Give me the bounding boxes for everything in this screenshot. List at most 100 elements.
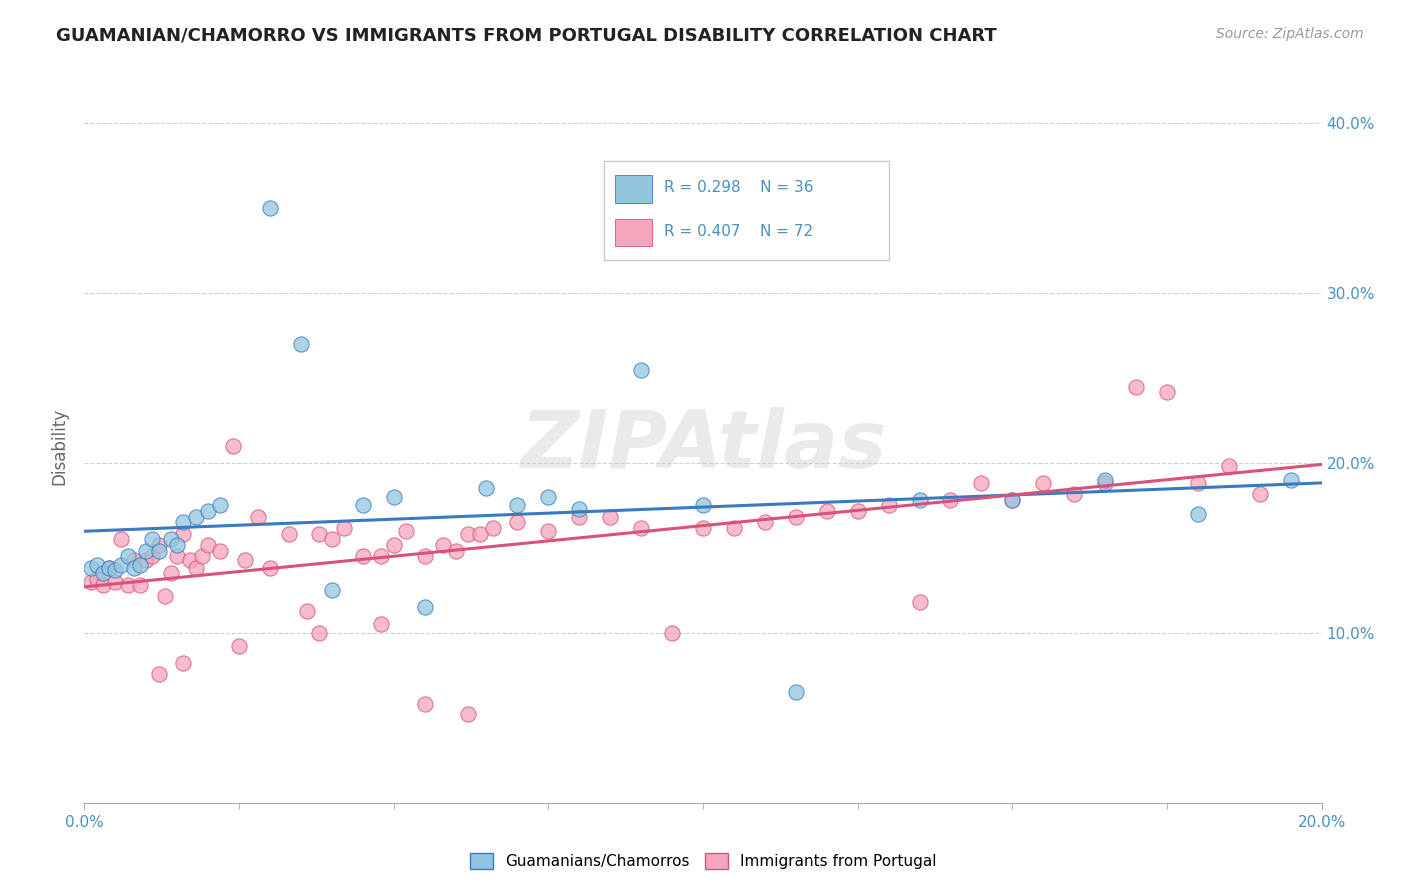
Point: [160, 566, 183, 581]
Point: [1032, 476, 1054, 491]
Point: [79, 561, 101, 575]
Point: [785, 685, 807, 699]
Point: [86, 558, 108, 572]
Point: [908, 595, 931, 609]
Point: [197, 537, 219, 551]
Point: [1279, 473, 1302, 487]
Point: [413, 698, 436, 712]
Point: [184, 561, 207, 575]
Point: [630, 520, 652, 534]
Point: [568, 501, 591, 516]
Point: [259, 201, 281, 215]
Point: [1187, 476, 1209, 491]
Point: [122, 561, 145, 575]
Point: [228, 640, 250, 654]
Point: [172, 657, 194, 671]
Point: [321, 583, 343, 598]
Point: [135, 553, 157, 567]
Point: [153, 589, 176, 603]
Point: [233, 553, 256, 567]
Point: [129, 558, 152, 572]
Point: [599, 510, 621, 524]
Point: [98, 561, 121, 575]
Point: [1156, 384, 1178, 399]
Point: [308, 626, 330, 640]
Point: [91, 578, 114, 592]
Point: [148, 666, 170, 681]
Point: [692, 520, 714, 534]
Text: GUAMANIAN/CHAMORRO VS IMMIGRANTS FROM PORTUGAL DISABILITY CORRELATION CHART: GUAMANIAN/CHAMORRO VS IMMIGRANTS FROM PO…: [56, 27, 997, 45]
Point: [815, 503, 838, 517]
Legend: Guamanians/Chamorros, Immigrants from Portugal: Guamanians/Chamorros, Immigrants from Po…: [464, 847, 942, 875]
Point: [148, 537, 170, 551]
Point: [352, 549, 374, 564]
Point: [141, 533, 163, 547]
Point: [537, 490, 560, 504]
Point: [104, 563, 127, 577]
Point: [172, 516, 194, 530]
Point: [395, 524, 418, 538]
Point: [295, 604, 318, 618]
Point: [661, 626, 683, 640]
Point: [568, 510, 591, 524]
Point: [692, 499, 714, 513]
Bar: [616, 219, 652, 246]
Point: [457, 527, 479, 541]
Point: [160, 533, 183, 547]
Point: [908, 493, 931, 508]
Point: [1218, 459, 1240, 474]
Point: [333, 520, 356, 534]
Point: [98, 561, 121, 575]
Point: [91, 566, 114, 581]
Point: [259, 561, 281, 575]
Point: [1094, 476, 1116, 491]
Point: [1063, 486, 1085, 500]
Point: [352, 499, 374, 513]
Point: [172, 527, 194, 541]
Point: [246, 510, 269, 524]
Point: [413, 600, 436, 615]
Point: [191, 549, 214, 564]
Point: [939, 493, 962, 508]
Point: [122, 553, 145, 567]
Y-axis label: Disability: Disability: [51, 408, 69, 484]
Text: R = 0.298    N = 36: R = 0.298 N = 36: [664, 180, 813, 195]
Point: [444, 544, 467, 558]
Point: [370, 617, 392, 632]
Point: [277, 527, 299, 541]
Point: [135, 544, 157, 558]
Point: [1094, 473, 1116, 487]
Point: [179, 553, 201, 567]
Point: [166, 549, 188, 564]
Text: R = 0.407    N = 72: R = 0.407 N = 72: [664, 224, 813, 239]
Point: [382, 490, 405, 504]
Point: [86, 572, 108, 586]
Point: [1001, 493, 1024, 508]
Point: [141, 549, 163, 564]
Point: [630, 362, 652, 376]
Point: [321, 533, 343, 547]
Point: [481, 520, 503, 534]
Text: Source: ZipAtlas.com: Source: ZipAtlas.com: [1216, 27, 1364, 41]
Point: [197, 503, 219, 517]
Point: [537, 524, 560, 538]
Point: [290, 337, 312, 351]
Point: [308, 527, 330, 541]
Point: [970, 476, 993, 491]
Point: [222, 439, 245, 453]
Point: [457, 707, 479, 722]
Point: [1001, 493, 1024, 508]
Point: [877, 499, 900, 513]
Point: [129, 578, 152, 592]
Point: [184, 510, 207, 524]
Point: [413, 549, 436, 564]
Point: [110, 558, 132, 572]
Point: [785, 510, 807, 524]
Point: [148, 544, 170, 558]
Point: [432, 537, 454, 551]
Point: [846, 503, 869, 517]
Point: [1125, 379, 1147, 393]
Point: [506, 499, 529, 513]
Point: [723, 520, 745, 534]
Point: [370, 549, 392, 564]
